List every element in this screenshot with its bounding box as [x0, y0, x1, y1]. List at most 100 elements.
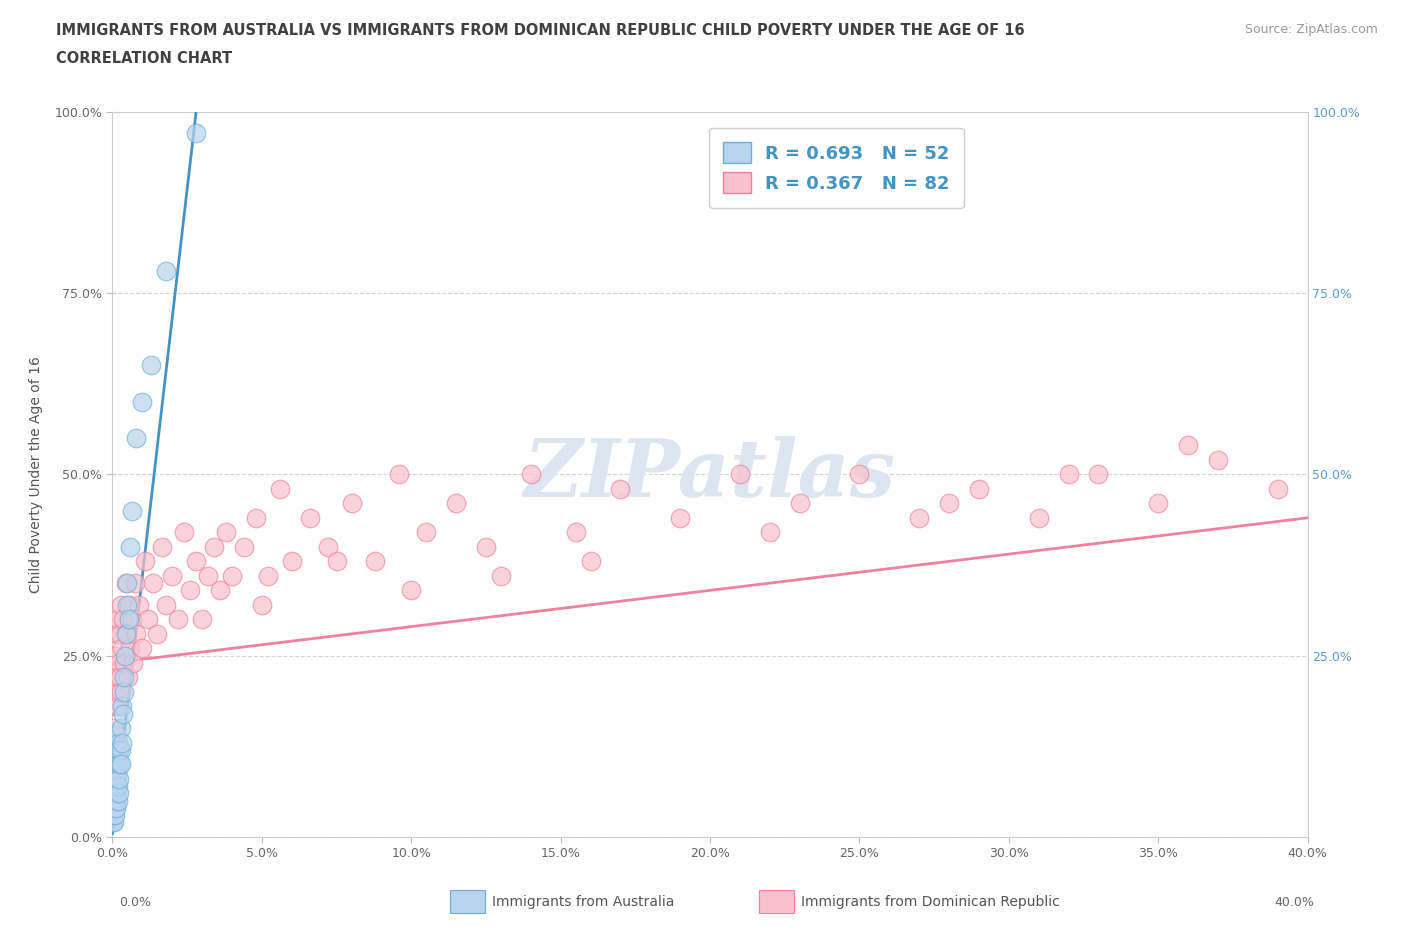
Point — [105, 684, 128, 699]
Point — [186, 554, 208, 569]
Point — [105, 764, 128, 779]
Point — [110, 670, 132, 684]
Point — [121, 612, 143, 627]
Point — [112, 684, 135, 699]
Point — [103, 808, 125, 823]
Point — [115, 627, 138, 642]
Point — [489, 568, 512, 583]
Point — [179, 583, 201, 598]
Point — [162, 568, 183, 583]
Point — [112, 612, 135, 627]
Point — [728, 467, 751, 482]
Point — [103, 786, 125, 801]
Point — [186, 126, 208, 140]
Point — [117, 670, 139, 684]
Point — [103, 772, 125, 787]
Point — [146, 627, 169, 642]
Point — [340, 496, 363, 511]
Point — [520, 467, 543, 482]
Point — [150, 539, 173, 554]
Point — [107, 612, 129, 627]
Point — [108, 627, 131, 642]
Point — [103, 742, 125, 757]
Point — [111, 699, 134, 714]
Point — [107, 736, 129, 751]
Legend: R = 0.693   N = 52, R = 0.367   N = 82: R = 0.693 N = 52, R = 0.367 N = 82 — [709, 128, 965, 207]
Point — [111, 641, 134, 656]
Point — [105, 801, 128, 816]
Point — [281, 554, 304, 569]
Point — [128, 597, 150, 612]
Point — [103, 801, 125, 816]
Point — [173, 525, 195, 539]
Point — [120, 539, 142, 554]
Point — [167, 612, 190, 627]
Point — [115, 627, 138, 642]
Point — [105, 772, 128, 787]
Point — [325, 554, 347, 569]
Point — [108, 656, 131, 671]
Point — [125, 431, 148, 445]
Point — [131, 641, 153, 656]
Point — [118, 597, 141, 612]
Point — [104, 801, 127, 816]
Point — [110, 721, 132, 736]
Point — [138, 612, 160, 627]
Point — [759, 525, 782, 539]
Text: 0.0%: 0.0% — [120, 896, 152, 909]
Point — [908, 511, 931, 525]
Point — [609, 482, 631, 497]
Point — [388, 467, 411, 482]
Point — [1267, 482, 1289, 497]
Point — [1087, 467, 1109, 482]
Point — [115, 597, 138, 612]
Point — [848, 467, 870, 482]
Point — [103, 793, 125, 808]
Text: CORRELATION CHART: CORRELATION CHART — [56, 51, 232, 66]
Point — [155, 264, 177, 279]
Point — [103, 815, 125, 830]
Point — [105, 786, 128, 801]
Point — [111, 706, 134, 721]
Point — [202, 539, 225, 554]
Point — [142, 576, 165, 591]
Point — [967, 482, 990, 497]
Point — [111, 736, 134, 751]
Point — [108, 757, 131, 772]
Point — [104, 786, 127, 801]
Point — [107, 786, 129, 801]
Point — [131, 394, 153, 409]
Text: Immigrants from Dominican Republic: Immigrants from Dominican Republic — [801, 895, 1060, 910]
Point — [110, 742, 132, 757]
Text: ZIPatlas: ZIPatlas — [524, 435, 896, 513]
Point — [191, 612, 214, 627]
Point — [107, 778, 129, 793]
Text: Immigrants from Australia: Immigrants from Australia — [492, 895, 675, 910]
Point — [415, 525, 437, 539]
Point — [938, 496, 960, 511]
Point — [117, 576, 139, 591]
Point — [124, 576, 146, 591]
Point — [122, 656, 145, 671]
Point — [125, 627, 148, 642]
Point — [105, 778, 128, 793]
Point — [401, 583, 423, 598]
Point — [134, 554, 156, 569]
Point — [108, 772, 131, 787]
Point — [579, 554, 602, 569]
Point — [105, 742, 128, 757]
Text: IMMIGRANTS FROM AUSTRALIA VS IMMIGRANTS FROM DOMINICAN REPUBLIC CHILD POVERTY UN: IMMIGRANTS FROM AUSTRALIA VS IMMIGRANTS … — [56, 23, 1025, 38]
Point — [103, 699, 125, 714]
Point — [107, 793, 129, 808]
Point — [1057, 467, 1080, 482]
Point — [105, 627, 128, 642]
Point — [564, 525, 586, 539]
Point — [114, 648, 136, 663]
Point — [789, 496, 811, 511]
Point — [104, 648, 127, 663]
Point — [107, 750, 129, 764]
Point — [103, 684, 125, 699]
Point — [197, 568, 219, 583]
Point — [108, 742, 131, 757]
Point — [114, 670, 135, 684]
